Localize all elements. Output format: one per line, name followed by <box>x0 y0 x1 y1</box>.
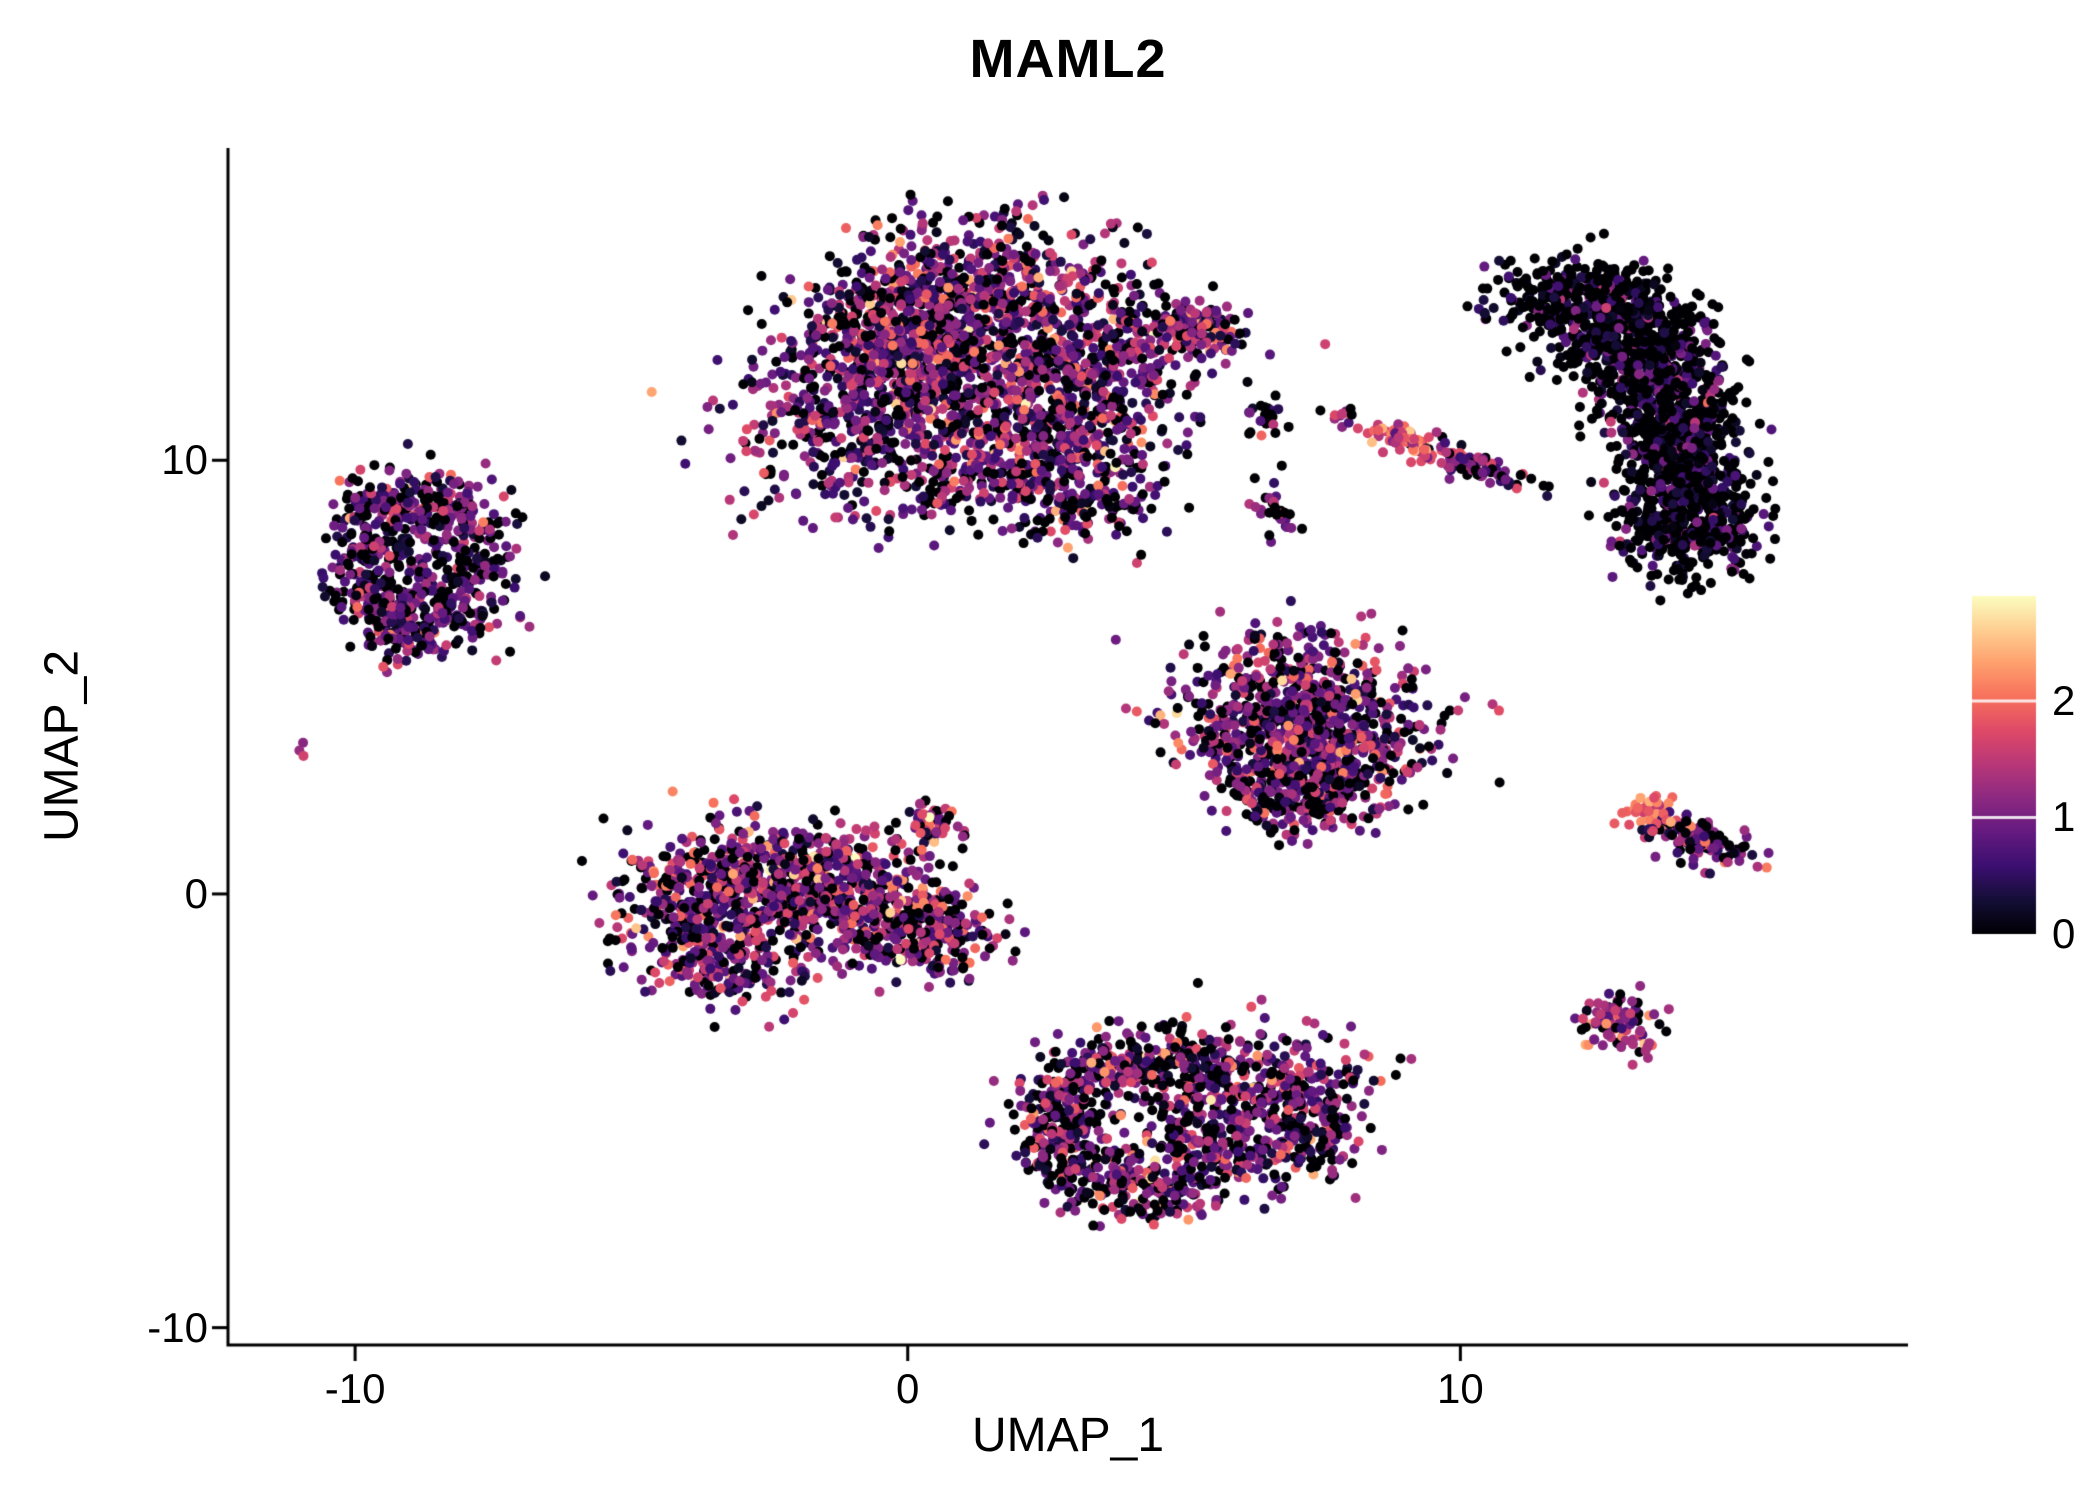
y-tick-label: 0 <box>184 869 208 917</box>
x-tick-label: -10 <box>324 1365 386 1412</box>
colorbar-tick-label: 2 <box>2052 676 2076 724</box>
colorbar-tick-label: 0 <box>2052 910 2076 957</box>
x-tick-label: 0 <box>896 1365 920 1412</box>
y-tick-label: -10 <box>147 1303 208 1351</box>
colorbar-tick-label: 1 <box>2052 793 2076 841</box>
x-tick-label: 10 <box>1437 1365 1484 1412</box>
plot-title: MAML2 <box>969 29 1167 89</box>
y-tick-label: 10 <box>161 436 208 484</box>
y-axis-label: UMAP_2 <box>35 649 89 843</box>
x-axis-label: UMAP_1 <box>971 1409 1165 1462</box>
